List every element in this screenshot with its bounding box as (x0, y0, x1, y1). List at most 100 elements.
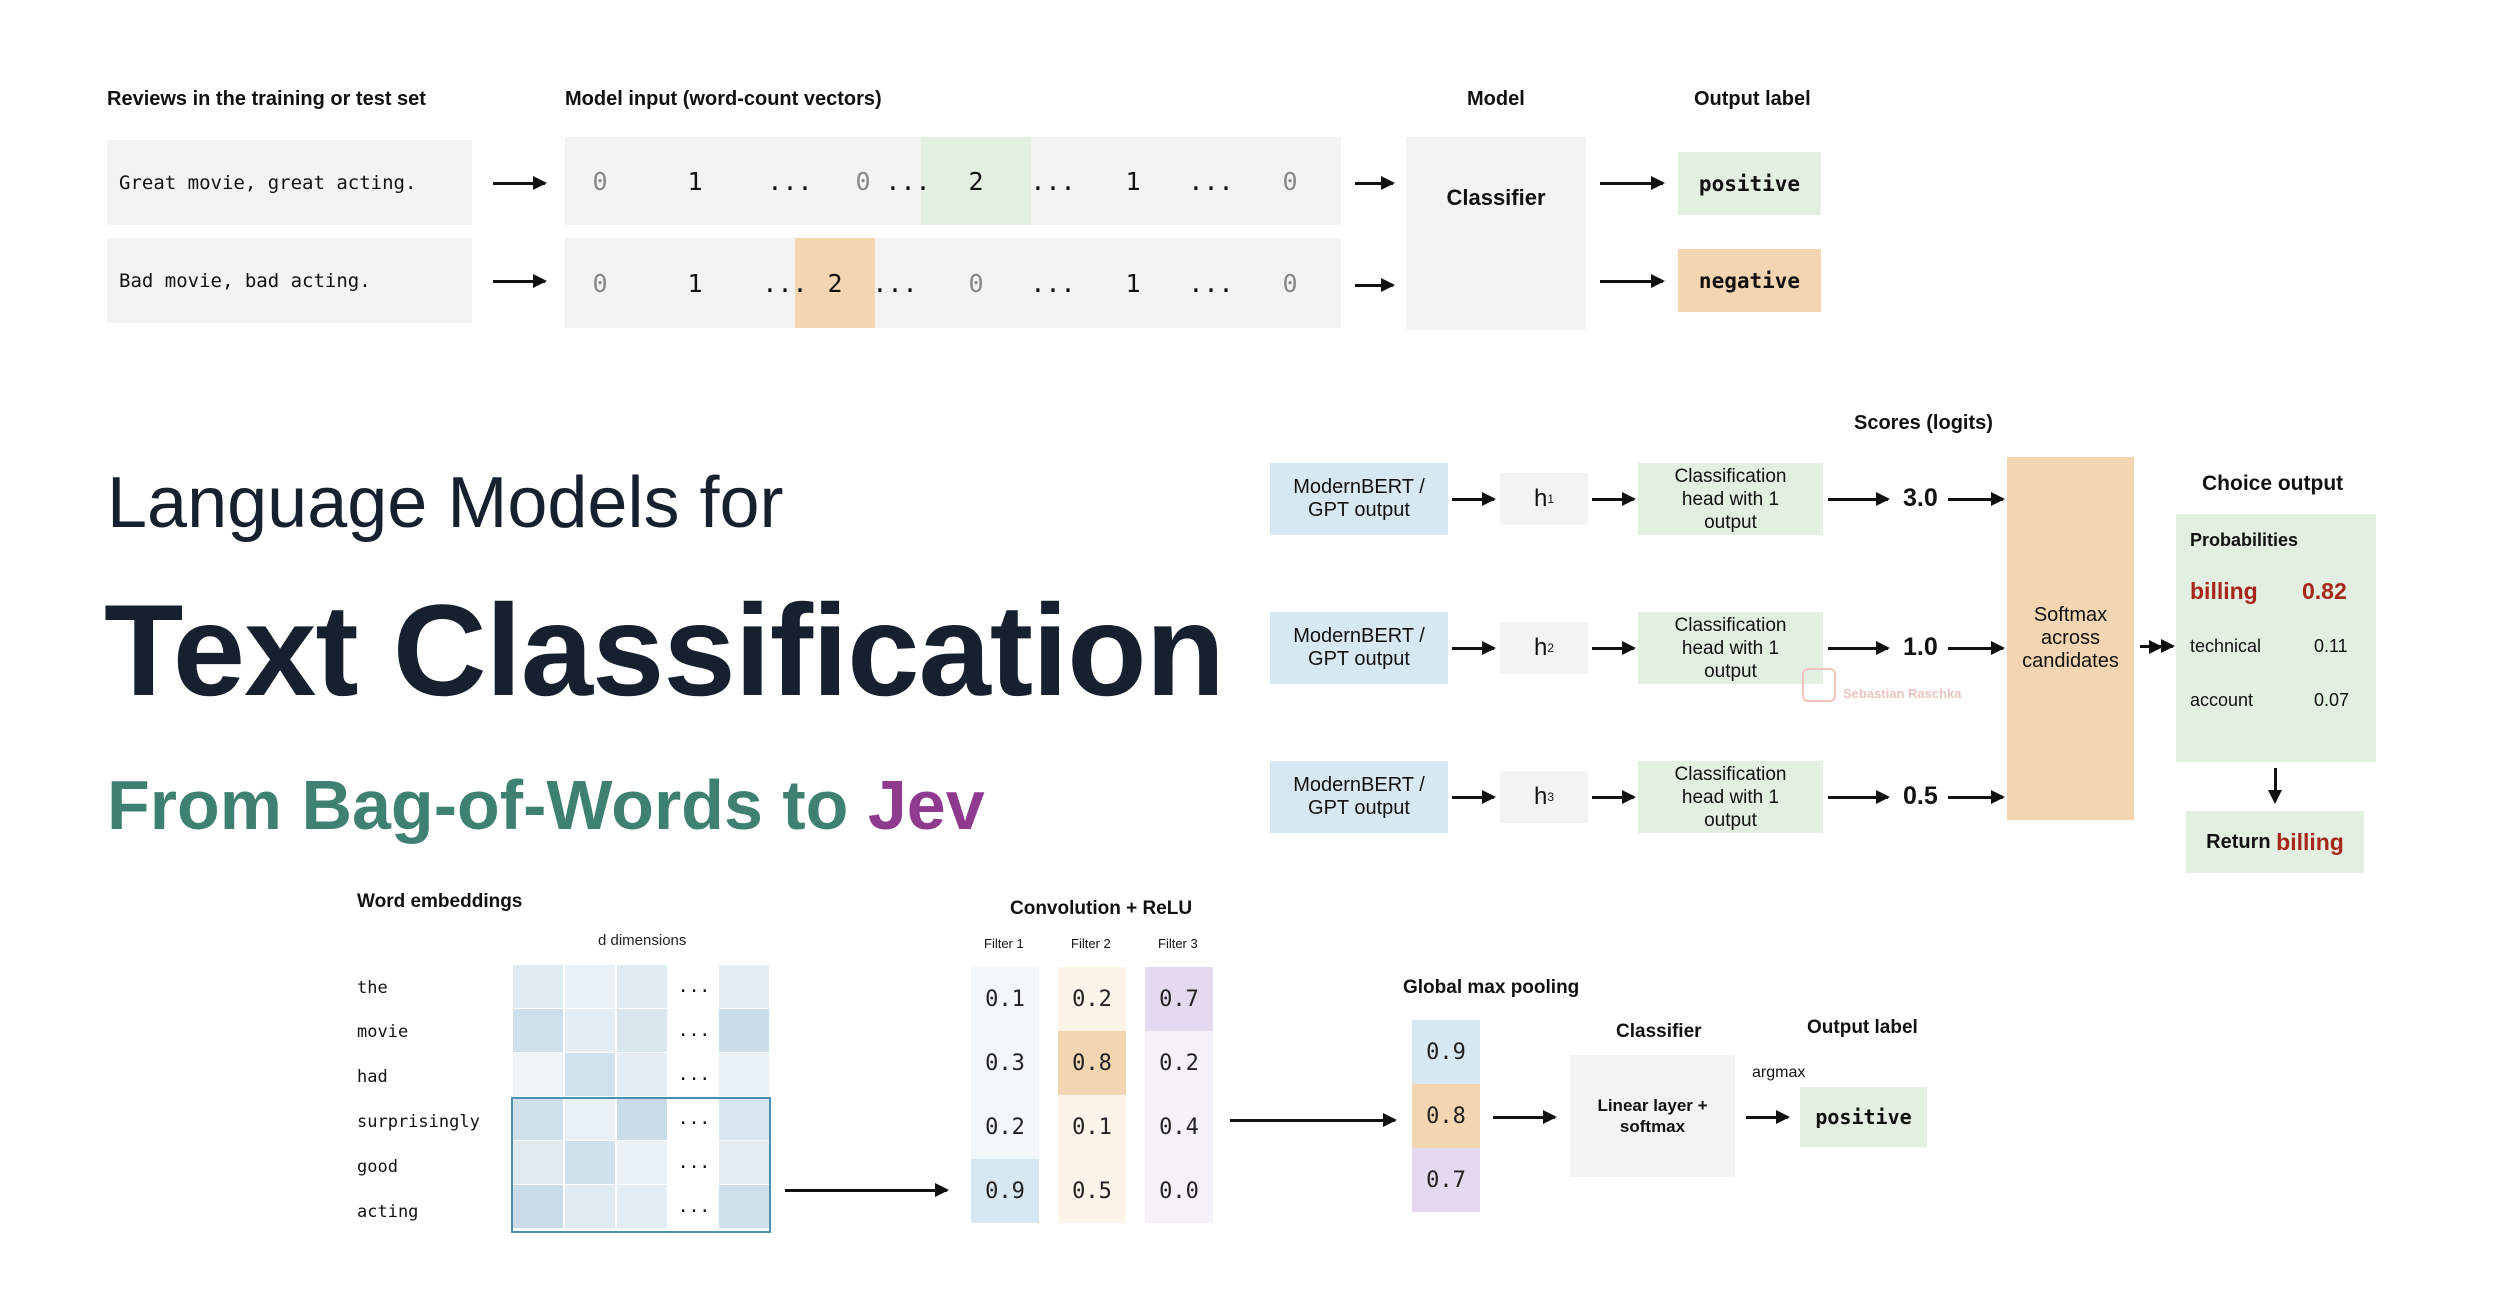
vector-row-1: 0 1 ... 0 ... 2 ... 1 ... 0 (565, 137, 1341, 225)
softmax-box: Softmax across candidates (2007, 457, 2134, 820)
prob-label-technical: technical (2190, 636, 2262, 656)
arrow-score-to-softmax-2 (1948, 641, 2005, 655)
filter-column-1: 0.1 0.3 0.2 0.9 (971, 967, 1039, 1223)
embedding-ellipsis: ... (677, 976, 711, 997)
conv-window-highlight (511, 1097, 771, 1233)
probabilities-title: Probabilities (2190, 530, 2299, 550)
word-label: the (357, 978, 388, 998)
cnn-output-title: Output label (1807, 1017, 1918, 1038)
filter-value: 0.4 (1159, 1114, 1199, 1140)
embedding-cell (617, 1009, 667, 1052)
filter-value: 0.1 (985, 986, 1025, 1012)
embedding-cell (617, 1053, 667, 1096)
vector-cell: 1 (1125, 268, 1141, 298)
encoder-box-1: ModernBERT / GPT output (1270, 463, 1448, 535)
embedding-cell (513, 965, 563, 1008)
filter-name-3: Filter 3 (1158, 936, 1198, 951)
vector-cell: ... (1188, 166, 1234, 196)
cnn-classifier-box: Linear layer + softmax (1570, 1055, 1735, 1177)
arrow-score-to-softmax-1 (1948, 492, 2005, 506)
filter-value-max: 0.9 (971, 1159, 1039, 1223)
embedding-cell (565, 1009, 615, 1052)
vector-cell: ... (872, 268, 918, 298)
prob-value-billing: 0.82 (2302, 578, 2347, 604)
embedding-cell (565, 1053, 615, 1096)
vector-cell: 0 (1282, 268, 1298, 298)
arrow-down-shaft (2274, 768, 2277, 792)
arrow-classifier-to-output (1746, 1110, 1790, 1124)
embedding-cell (513, 1097, 563, 1140)
arrow-embeddings-to-conv (785, 1183, 949, 1197)
arrow-pool-to-classifier (1493, 1110, 1557, 1124)
title-line-3: From Bag-of-Words to Jev (107, 765, 985, 845)
embedding-ellipsis: ... (677, 1020, 711, 1041)
embeddings-title: Word embeddings (357, 891, 523, 912)
subtitle-main: From Bag-of-Words to (107, 766, 868, 844)
embedding-cell (719, 1053, 769, 1096)
return-box: Return billing (2186, 811, 2364, 873)
embedding-cell (513, 1053, 563, 1096)
prob-value-account: 0.07 (2314, 690, 2350, 710)
arrow-vector-to-model-2 (1355, 278, 1395, 292)
filter-value-max: 0.8 (1058, 1031, 1126, 1095)
embedding-cell (617, 965, 667, 1008)
filter-name-2: Filter 2 (1071, 936, 1111, 951)
filter-value: 0.5 (1072, 1178, 1112, 1204)
embedding-cell (617, 1097, 667, 1140)
filter-name-1: Filter 1 (984, 936, 1024, 951)
embedding-cell (565, 1141, 615, 1184)
filter-value: 0.2 (1159, 1050, 1199, 1076)
prob-label-billing: billing (2190, 578, 2258, 604)
embedding-cell (565, 1185, 615, 1228)
pool-value: 0.7 (1412, 1148, 1480, 1212)
arrow-encoder-to-h-2 (1452, 641, 1496, 655)
prob-label-account: account (2190, 690, 2254, 710)
embedding-cell (565, 965, 615, 1008)
score-3: 0.5 (1903, 782, 1938, 810)
filter-column-2: 0.2 0.8 0.1 0.5 (1058, 967, 1126, 1223)
arrow-vector-to-model-1 (1355, 176, 1395, 190)
conv-title: Convolution + ReLU (1010, 898, 1193, 919)
filter-value-max: 0.7 (1145, 967, 1213, 1031)
subtitle-accent: Jev (867, 766, 985, 844)
arrow-down-icon (2268, 790, 2282, 804)
arrow-head-to-score-1 (1828, 492, 1890, 506)
pool-value: 0.8 (1412, 1084, 1480, 1148)
choice-output-title: Choice output (2202, 472, 2344, 495)
vector-cell: 2 (968, 166, 984, 196)
embedding-cell (617, 1185, 667, 1228)
arrow-model-to-label-1 (1600, 176, 1665, 190)
embedding-cell (565, 1097, 615, 1140)
embeddings-dims-label: d dimensions (598, 932, 687, 949)
prob-value-technical: 0.11 (2314, 636, 2348, 656)
label-positive: positive (1678, 152, 1821, 215)
word-label: surprisingly (357, 1112, 480, 1132)
encoder-box-3: ModernBERT / GPT output (1270, 761, 1448, 833)
vector-cell: 0 (592, 268, 608, 298)
vector-cell: ... (1030, 166, 1076, 196)
bow-classifier-box: Classifier (1406, 137, 1586, 330)
arrow-h-to-head-2 (1592, 641, 1636, 655)
hidden-state-subscript: 1 (1547, 492, 1555, 506)
embedding-cell (513, 1009, 563, 1052)
input-column-title: Model input (word-count vectors) (565, 88, 882, 110)
watermark-logo-icon (1802, 668, 1836, 702)
arrow-h-to-head-3 (1592, 790, 1636, 804)
argmax-label: argmax (1752, 1064, 1806, 1081)
vector-cell: 1 (1125, 166, 1141, 196)
hidden-state-subscript: 2 (1547, 641, 1555, 655)
arrow-model-to-label-2 (1600, 274, 1665, 288)
vector-cell: ... (1188, 268, 1234, 298)
vector-row-2: 0 1 ... 2 ... 0 ... 1 ... 0 (565, 238, 1341, 328)
return-prefix: Return (2206, 830, 2271, 853)
vector-cell: ... (762, 268, 808, 298)
filter-value: 0.2 (1072, 986, 1112, 1012)
model-column-title: Model (1467, 88, 1525, 110)
vector-cell: 0 (968, 268, 984, 298)
embedding-cell (719, 965, 769, 1008)
vector-highlight-cell (921, 137, 1031, 225)
vector-cell: ... (885, 166, 931, 196)
embedding-cell (719, 1097, 769, 1140)
filter-value: 0.1 (1072, 1114, 1112, 1140)
